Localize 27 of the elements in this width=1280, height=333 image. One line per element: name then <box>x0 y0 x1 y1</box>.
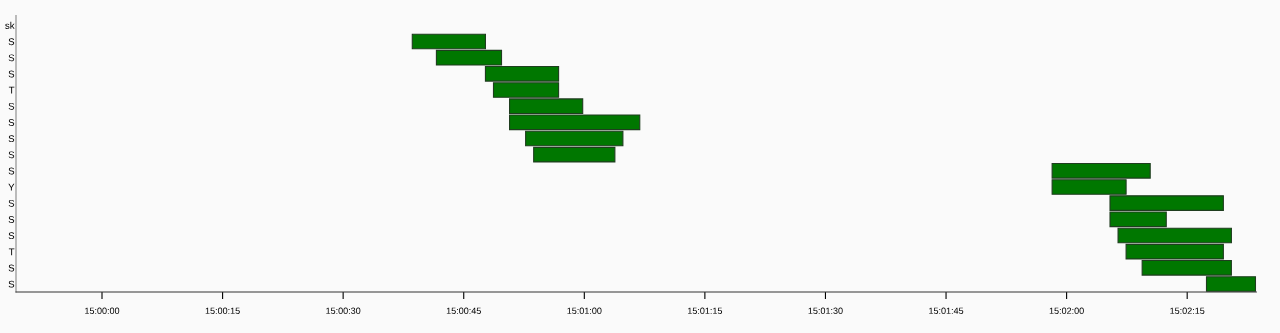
x-tick-label: 15:00:00 <box>85 307 120 314</box>
x-tick-label: 15:02:15 <box>1170 307 1205 314</box>
x-tick-label: 15:01:45 <box>929 307 964 314</box>
x-tick-label: 15:00:30 <box>326 307 361 314</box>
y-tick-label: T <box>8 86 15 94</box>
y-tick-label: S <box>8 70 15 78</box>
y-tick-label: S <box>8 216 15 223</box>
x-tick-label: 15:01:30 <box>808 307 843 314</box>
y-tick-label: S <box>8 135 15 143</box>
y-tick-label: S <box>8 264 15 272</box>
x-tick-label: 15:01:00 <box>567 307 602 314</box>
x-tick-label: 15:01:15 <box>687 307 723 314</box>
x-tick-label: 15:00:45 <box>446 307 481 314</box>
y-tick-label: sk <box>5 21 15 29</box>
y-tick-label: S <box>8 38 15 46</box>
y-tick-label: S <box>8 119 15 126</box>
y-tick-label: T <box>8 248 15 256</box>
y-tick-label: Y <box>8 183 15 191</box>
x-tick-label: 15:00:15 <box>205 307 240 314</box>
y-tick-label: S <box>8 151 15 159</box>
x-tick-label: 15:02:00 <box>1049 307 1084 314</box>
y-tick-label: S <box>8 232 15 240</box>
y-tick-label: S <box>8 102 15 110</box>
y-tick-label: S <box>8 54 15 62</box>
y-tick-label: S <box>8 199 15 207</box>
y-tick-label: S <box>8 167 15 175</box>
y-tick-label: S <box>8 280 15 288</box>
